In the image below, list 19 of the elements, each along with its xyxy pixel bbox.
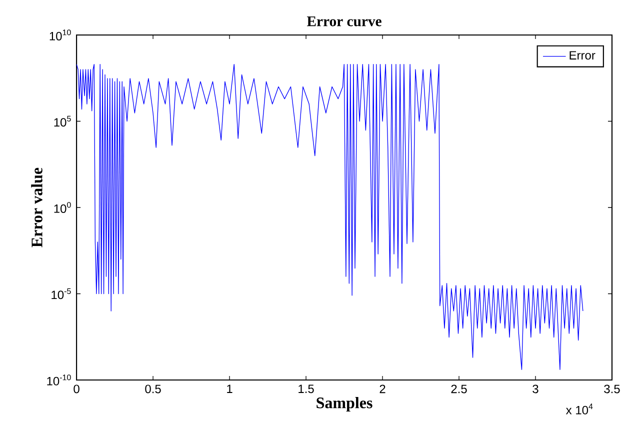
- text: x 10$^{4}$: [566, 404, 593, 414]
- y-axis-title: Error value: [31, 168, 42, 248]
- x-tick-label: 2.5: [451, 384, 467, 394]
- x-tick-label: 1: [227, 384, 232, 393]
- legend-label: Error: [570, 51, 596, 60]
- x-axis-title: Samples: [316, 397, 372, 412]
- y-tick-label: 10$^{0}$: [54, 202, 71, 213]
- y-tick-label: 10$^{-5}$: [52, 288, 71, 300]
- x-tick-label: 0.5: [145, 384, 161, 394]
- y-tick-label: 10$^{-10}$: [47, 374, 71, 386]
- x-tick-label: 3: [532, 384, 538, 394]
- y-tick-label: 10$^{10}$: [50, 30, 71, 40]
- chart-title: Error curve: [306, 16, 382, 26]
- line-series: [76, 64, 584, 370]
- x-tick-label: 0: [74, 384, 80, 394]
- x-tick-label: 3.5: [604, 384, 620, 394]
- x-tick-label: 1.5: [298, 384, 314, 394]
- y-tick-label: 10$^{5}$: [54, 116, 71, 127]
- x-tick-label: 2: [380, 384, 386, 394]
